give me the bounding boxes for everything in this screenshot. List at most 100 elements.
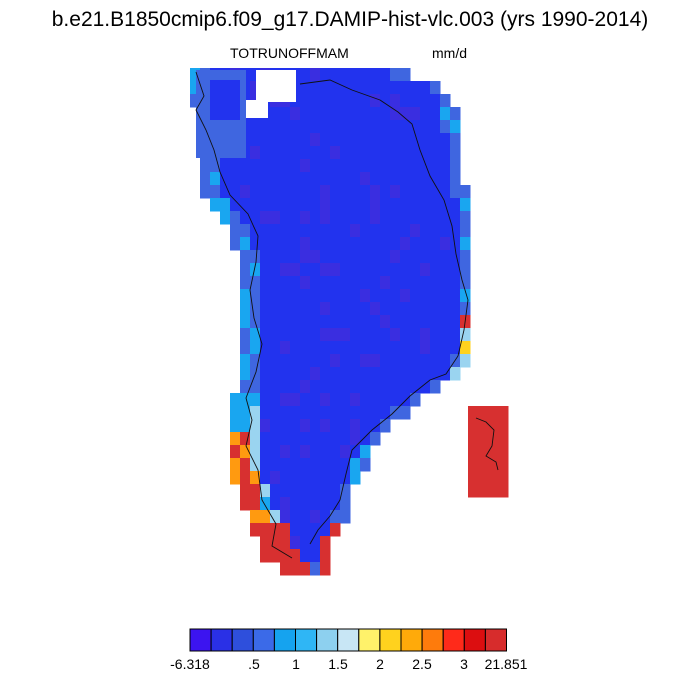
data-cell <box>380 289 391 303</box>
colorbar-box <box>421 628 444 652</box>
data-cell <box>290 367 301 381</box>
data-cell <box>300 211 311 225</box>
data-cell <box>270 497 281 511</box>
data-cell <box>280 289 291 303</box>
data-cell <box>290 419 301 433</box>
data-cell <box>340 341 351 355</box>
data-cell <box>340 406 351 420</box>
data-cell <box>430 289 441 303</box>
data-cell <box>290 107 301 121</box>
data-cell <box>270 146 281 160</box>
data-cell <box>300 432 311 446</box>
data-cell <box>360 393 371 407</box>
data-cell <box>330 393 341 407</box>
data-cell <box>330 172 341 186</box>
data-cell <box>360 432 371 446</box>
colorbar-box <box>400 628 423 652</box>
data-cell <box>250 354 261 368</box>
data-cell <box>380 68 391 82</box>
data-cell <box>468 471 479 485</box>
data-cell <box>280 419 291 433</box>
data-cell <box>250 185 261 199</box>
data-cell <box>300 185 311 199</box>
colorbar-box <box>463 628 486 652</box>
data-cell <box>460 211 471 225</box>
data-cell <box>280 471 291 485</box>
data-cell <box>370 94 381 108</box>
data-cell <box>290 198 301 212</box>
data-cell <box>460 185 471 199</box>
data-cell <box>250 393 261 407</box>
data-cell <box>360 159 371 173</box>
data-cell <box>240 302 251 316</box>
data-cell <box>350 328 361 342</box>
data-cell <box>320 211 331 225</box>
data-cell <box>450 263 461 277</box>
data-cell <box>450 250 461 264</box>
data-cell <box>320 419 331 433</box>
data-cell <box>270 302 281 316</box>
data-cell <box>410 120 421 134</box>
data-cell <box>290 523 301 537</box>
data-cell <box>410 250 421 264</box>
data-cell <box>430 172 441 186</box>
data-cell <box>478 484 489 498</box>
data-cell <box>400 406 411 420</box>
data-cell <box>290 354 301 368</box>
colorbar-labels: -6.318 .5 1 1.5 2 2.5 3 21.851 <box>170 656 527 672</box>
data-cell <box>460 276 471 290</box>
data-cell <box>370 354 381 368</box>
data-cell <box>420 159 431 173</box>
data-cell <box>440 289 451 303</box>
data-cell <box>400 367 411 381</box>
data-cell <box>270 432 281 446</box>
data-cell <box>300 159 311 173</box>
data-cell <box>360 276 371 290</box>
colorbar-label: -6.318 <box>170 656 210 672</box>
data-cell <box>440 315 451 329</box>
data-cell <box>350 237 361 251</box>
data-cell <box>270 237 281 251</box>
data-cell <box>240 159 251 173</box>
data-cell <box>280 458 291 472</box>
data-cell <box>410 159 421 173</box>
data-cell <box>370 211 381 225</box>
colorbar-box <box>484 628 507 652</box>
data-cell <box>270 276 281 290</box>
data-cell <box>310 94 321 108</box>
data-cell <box>300 133 311 147</box>
data-cell <box>270 159 281 173</box>
data-cell <box>240 354 251 368</box>
data-cell <box>370 432 381 446</box>
data-cell <box>360 419 371 433</box>
data-cell <box>450 276 461 290</box>
data-cell <box>430 328 441 342</box>
coastline-east <box>299 79 469 545</box>
data-cell <box>250 68 261 82</box>
data-cell <box>260 549 271 563</box>
data-cell <box>240 211 251 225</box>
data-cell <box>498 458 509 472</box>
data-cell <box>300 81 311 95</box>
data-cell <box>360 341 371 355</box>
data-cell <box>310 172 321 186</box>
data-cell <box>400 94 411 108</box>
data-cell <box>430 341 441 355</box>
data-cell <box>360 445 371 459</box>
data-cell <box>260 263 271 277</box>
data-cell <box>250 133 261 147</box>
data-cell <box>330 315 341 329</box>
data-cell <box>330 406 341 420</box>
data-cell <box>390 159 401 173</box>
data-cell <box>290 536 301 550</box>
data-cell <box>290 328 301 342</box>
data-cell <box>430 94 441 108</box>
data-cell <box>270 211 281 225</box>
data-cell <box>440 185 451 199</box>
data-cell <box>340 172 351 186</box>
data-cell <box>270 393 281 407</box>
data-cell <box>290 276 301 290</box>
data-cell <box>340 211 351 225</box>
data-cell <box>250 237 261 251</box>
data-cell <box>290 458 301 472</box>
